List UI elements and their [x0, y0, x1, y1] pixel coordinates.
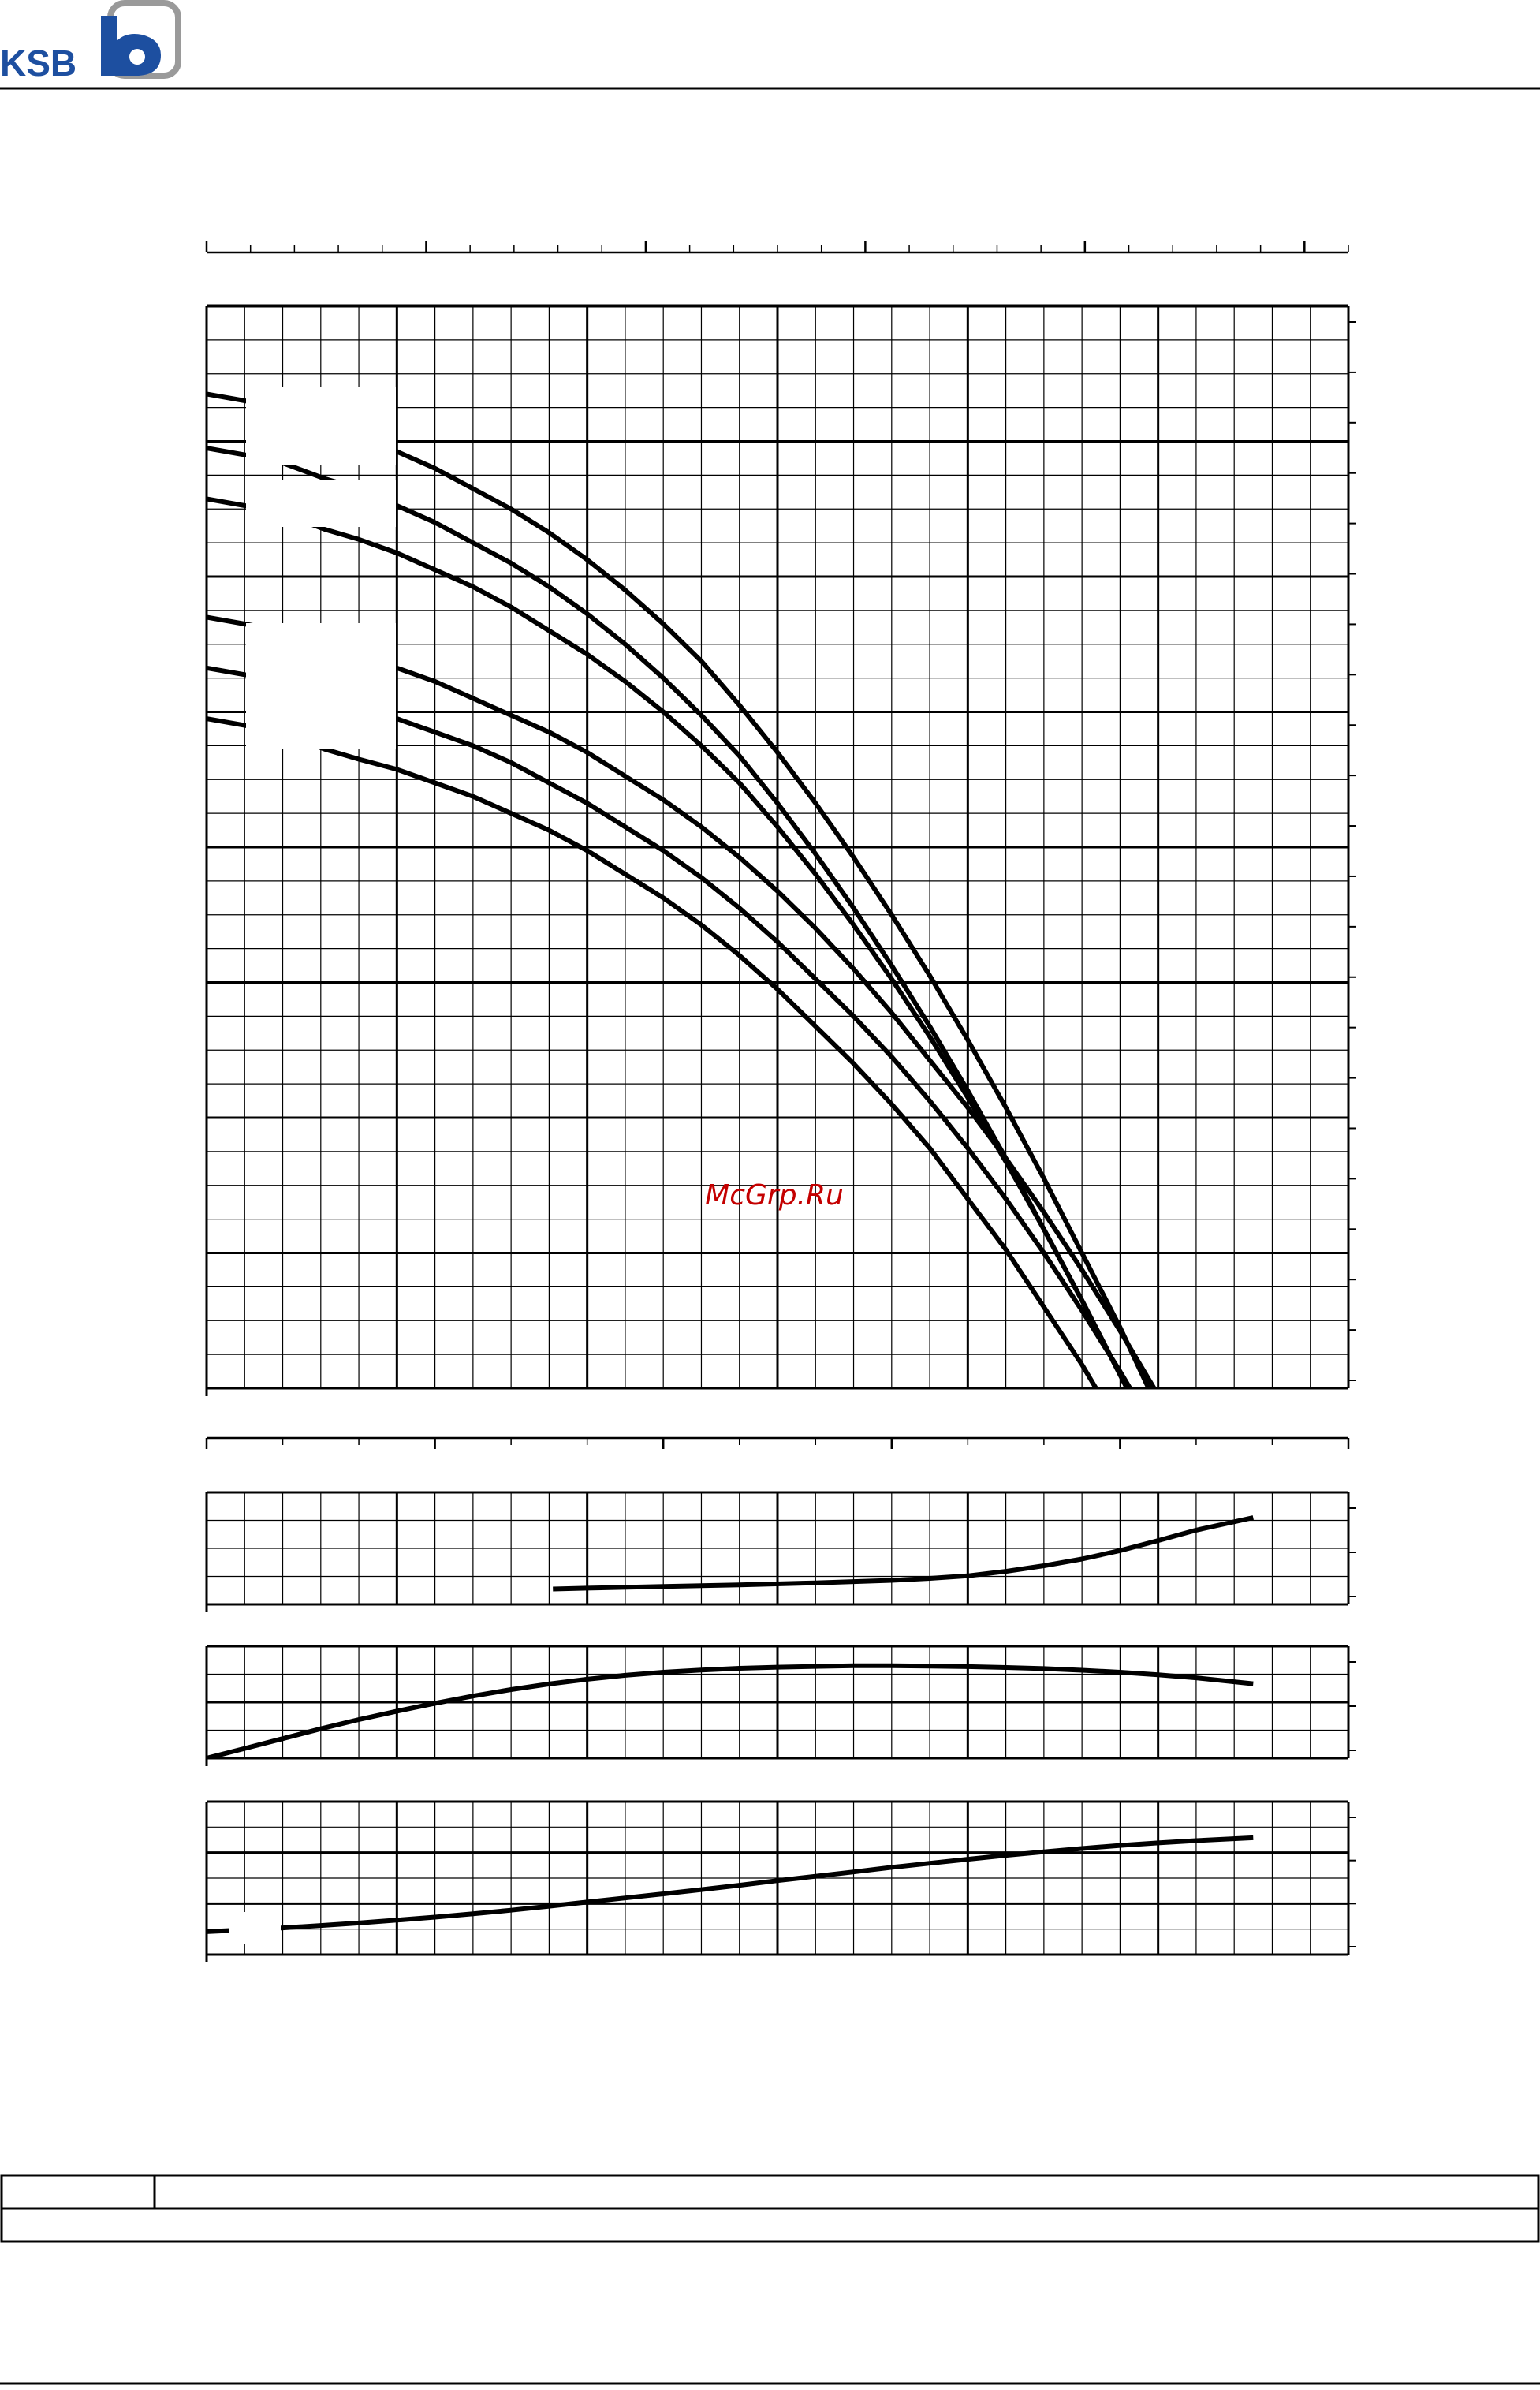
efficiency-chart	[205, 1645, 1356, 1766]
curve-label-box	[246, 387, 396, 465]
series-line-1	[207, 391, 1151, 1388]
logo-text: KSB	[0, 43, 76, 84]
series-line-3	[207, 496, 1130, 1388]
ksb-b-mark-icon	[101, 0, 181, 79]
curve-label-box	[229, 1912, 281, 1944]
series-line-1	[553, 1515, 1254, 1592]
series-line-5	[207, 665, 1133, 1388]
curve-label-box	[246, 480, 396, 527]
npsh-chart	[205, 1491, 1356, 1612]
footer-table	[0, 2174, 1540, 2243]
series-line-1	[207, 1663, 1254, 1758]
ksb-logo: KSB	[0, 0, 181, 84]
lower-secondary-x-axis	[205, 1436, 1350, 1449]
head-capacity-chart	[205, 304, 1356, 1396]
upper-secondary-x-axis	[205, 241, 1349, 254]
series-line-1	[207, 1835, 1254, 1934]
watermark-text: McGrp.Ru	[705, 1179, 844, 1212]
series-line-6	[207, 716, 1099, 1388]
curve-label-box	[246, 623, 396, 749]
power-chart	[205, 1800, 1356, 1962]
